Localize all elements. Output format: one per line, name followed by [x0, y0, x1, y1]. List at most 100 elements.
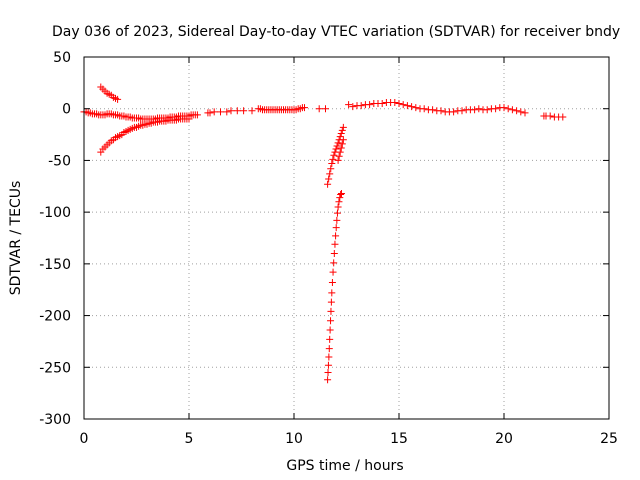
data-point	[420, 105, 428, 113]
data-point	[334, 156, 342, 164]
data-point	[240, 107, 248, 115]
data-point	[193, 111, 201, 119]
data-point	[325, 345, 333, 353]
data-point	[114, 95, 122, 103]
data-point	[326, 170, 334, 178]
data-point	[327, 165, 335, 173]
data-point	[504, 105, 512, 113]
data-point	[513, 107, 521, 115]
data-point	[391, 99, 399, 107]
data-point	[333, 216, 341, 224]
data-point	[328, 289, 336, 297]
x-tick-label: 0	[80, 431, 89, 447]
data-point	[185, 115, 193, 123]
y-tick-label: -150	[39, 257, 71, 273]
data-point	[492, 105, 500, 113]
data-point	[475, 105, 483, 113]
data-point	[248, 107, 256, 115]
data-point	[326, 335, 334, 343]
y-axis-label: SDTVAR / TECUs	[8, 181, 24, 296]
data-point	[412, 104, 420, 112]
data-point	[332, 232, 340, 240]
data-point	[333, 209, 341, 217]
data-point	[330, 151, 338, 159]
data-point	[334, 203, 342, 211]
data-point	[324, 368, 332, 376]
data-point	[332, 145, 340, 153]
data-point	[322, 105, 329, 113]
data-point	[327, 307, 335, 315]
data-point	[329, 268, 337, 276]
data-point	[483, 106, 491, 114]
data-point	[328, 278, 336, 286]
grid-lines	[84, 57, 609, 419]
data-point	[458, 107, 466, 115]
data-point	[328, 160, 336, 168]
data-point	[337, 190, 345, 198]
data-point	[338, 126, 346, 134]
data-point	[378, 100, 386, 108]
data-point	[366, 101, 374, 109]
data-point	[227, 107, 235, 115]
data-point	[338, 140, 346, 148]
data-point	[437, 107, 445, 115]
data-point	[210, 108, 218, 116]
data-point	[301, 104, 308, 112]
y-tick-label: -300	[39, 412, 71, 428]
x-axis-label: GPS time / hours	[286, 458, 403, 474]
x-tick-label: 5	[185, 431, 194, 447]
data-point	[325, 353, 333, 361]
data-point	[325, 175, 333, 183]
data-point	[233, 107, 241, 115]
data-point	[408, 103, 416, 111]
x-tick-label: 10	[285, 431, 303, 447]
data-point	[500, 104, 508, 112]
data-point	[357, 102, 365, 110]
data-point	[330, 250, 338, 258]
data-point	[327, 317, 335, 325]
y-tick-label: 0	[62, 102, 71, 118]
data-point	[329, 155, 337, 163]
data-point	[334, 139, 342, 147]
data-point	[429, 106, 437, 114]
data-point	[337, 191, 345, 199]
data-points	[80, 83, 567, 384]
data-point	[508, 106, 516, 114]
data-point	[324, 180, 332, 188]
x-tick-label: 20	[495, 431, 513, 447]
data-point	[333, 142, 341, 150]
data-point	[337, 144, 345, 152]
data-point	[332, 224, 340, 232]
data-point	[339, 123, 347, 131]
data-point	[349, 103, 357, 111]
data-point	[324, 361, 332, 369]
data-point	[336, 133, 344, 141]
data-point	[315, 105, 323, 113]
data-point	[517, 108, 525, 116]
y-tick-label: -50	[48, 153, 71, 169]
y-tick-label: -250	[39, 360, 71, 376]
data-point	[330, 259, 338, 267]
data-point	[395, 100, 403, 108]
data-point	[521, 109, 529, 117]
data-point	[559, 113, 567, 121]
data-point	[335, 198, 343, 206]
data-point	[403, 102, 411, 110]
y-tick-label: 50	[53, 50, 71, 66]
data-point	[339, 136, 347, 144]
data-point	[336, 194, 344, 202]
x-tick-label: 25	[600, 431, 618, 447]
data-point	[217, 108, 224, 116]
x-tick-label: 15	[390, 431, 408, 447]
data-point	[450, 108, 458, 116]
data-point	[335, 152, 343, 160]
data-point	[324, 376, 332, 384]
y-tick-label: -100	[39, 205, 71, 221]
data-point	[471, 106, 479, 114]
data-point	[326, 326, 334, 334]
data-point	[223, 108, 231, 116]
data-point	[331, 240, 339, 248]
chart-title: Day 036 of 2023, Sidereal Day-to-day VTE…	[52, 24, 620, 40]
y-tick-label: -200	[39, 309, 71, 325]
